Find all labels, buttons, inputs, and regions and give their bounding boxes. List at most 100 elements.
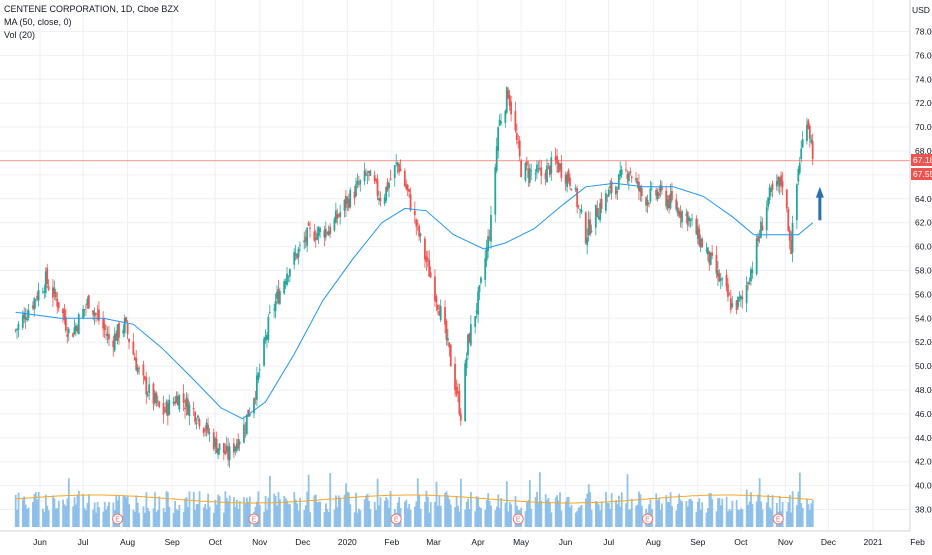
candle[interactable] <box>398 162 400 176</box>
candle[interactable] <box>711 245 714 260</box>
candle[interactable] <box>125 316 128 324</box>
candle[interactable] <box>719 272 722 290</box>
candle[interactable] <box>669 184 672 210</box>
candle[interactable] <box>105 324 107 341</box>
candle[interactable] <box>635 172 637 184</box>
symbol-title[interactable]: CENTENE CORPORATION, 1D, Cboe BZX <box>4 4 179 14</box>
candle[interactable] <box>299 241 301 252</box>
candle[interactable] <box>448 342 451 357</box>
candle[interactable] <box>559 162 561 172</box>
candle[interactable] <box>142 360 145 385</box>
candle[interactable] <box>128 338 130 350</box>
candle[interactable] <box>408 188 411 198</box>
earnings-marker[interactable]: E <box>390 513 402 525</box>
candle[interactable] <box>798 156 801 175</box>
candle[interactable] <box>334 202 337 224</box>
candle[interactable] <box>600 192 603 214</box>
candle[interactable] <box>681 209 683 229</box>
candle[interactable] <box>696 218 699 245</box>
candle[interactable] <box>238 439 241 452</box>
candle[interactable] <box>85 303 87 316</box>
candle[interactable] <box>620 165 623 179</box>
candle[interactable] <box>659 179 662 198</box>
candle[interactable] <box>133 353 136 361</box>
candle[interactable] <box>277 279 280 305</box>
candle[interactable] <box>44 267 47 298</box>
candle[interactable] <box>273 303 276 318</box>
candle[interactable] <box>21 310 24 331</box>
candle[interactable] <box>459 408 462 426</box>
candle[interactable] <box>510 96 512 122</box>
candle[interactable] <box>337 213 340 219</box>
candle[interactable] <box>323 225 326 247</box>
candle[interactable] <box>725 269 728 292</box>
earnings-marker[interactable]: E <box>248 513 260 525</box>
candle[interactable] <box>174 395 176 407</box>
ma-indicator-label[interactable]: MA (50, close, 0) <box>4 17 72 27</box>
candle[interactable] <box>465 352 468 376</box>
candle[interactable] <box>708 250 711 271</box>
candle[interactable] <box>504 109 507 128</box>
candle[interactable] <box>735 300 738 315</box>
candle[interactable] <box>34 298 37 309</box>
candle[interactable] <box>222 442 225 461</box>
candle[interactable] <box>454 356 456 397</box>
candle[interactable] <box>564 171 567 191</box>
candle[interactable] <box>106 326 109 344</box>
candle[interactable] <box>671 182 673 203</box>
candle[interactable] <box>586 228 589 255</box>
candle[interactable] <box>678 207 681 219</box>
candle[interactable] <box>497 125 500 159</box>
candle[interactable] <box>232 438 235 459</box>
candle[interactable] <box>247 409 250 417</box>
candle[interactable] <box>123 314 126 337</box>
candle[interactable] <box>649 180 652 204</box>
candle[interactable] <box>224 443 227 456</box>
candle[interactable] <box>234 445 237 456</box>
candle[interactable] <box>63 304 66 325</box>
candle[interactable] <box>739 294 742 307</box>
candle[interactable] <box>688 215 691 227</box>
candle[interactable] <box>498 114 501 127</box>
candle[interactable] <box>286 266 288 287</box>
candle[interactable] <box>795 183 798 229</box>
candle[interactable] <box>617 173 620 190</box>
price-axis-panel[interactable] <box>910 0 932 550</box>
candle[interactable] <box>540 159 543 185</box>
candle[interactable] <box>658 187 660 199</box>
candle[interactable] <box>317 226 320 244</box>
candle[interactable] <box>248 407 251 418</box>
candle[interactable] <box>409 187 412 212</box>
candle[interactable] <box>255 366 258 407</box>
candle[interactable] <box>705 242 708 254</box>
candle[interactable] <box>165 399 168 416</box>
candle[interactable] <box>768 183 771 205</box>
candle[interactable] <box>676 201 679 217</box>
candle[interactable] <box>14 328 17 333</box>
candle[interactable] <box>73 319 76 336</box>
candle[interactable] <box>807 118 810 130</box>
candle[interactable] <box>505 86 508 115</box>
candle[interactable] <box>369 169 372 177</box>
candle[interactable] <box>806 117 808 145</box>
candle[interactable] <box>413 201 416 224</box>
candle[interactable] <box>698 224 701 247</box>
candle[interactable] <box>560 154 563 182</box>
candle[interactable] <box>457 383 459 403</box>
candle[interactable] <box>76 324 79 334</box>
earnings-marker[interactable]: E <box>112 513 124 525</box>
candle[interactable] <box>195 417 198 430</box>
candle[interactable] <box>386 178 389 192</box>
candle[interactable] <box>228 442 231 468</box>
candle[interactable] <box>619 161 622 180</box>
candle[interactable] <box>495 137 498 173</box>
candle[interactable] <box>355 177 357 198</box>
candle[interactable] <box>253 397 255 419</box>
candle[interactable] <box>155 391 158 407</box>
candle[interactable] <box>646 194 649 214</box>
candle[interactable] <box>577 204 580 210</box>
candle[interactable] <box>197 414 199 422</box>
candle[interactable] <box>449 344 452 367</box>
candle[interactable] <box>108 325 110 347</box>
